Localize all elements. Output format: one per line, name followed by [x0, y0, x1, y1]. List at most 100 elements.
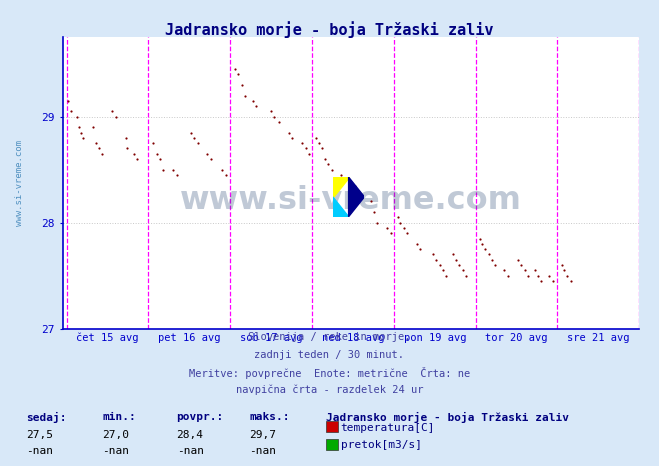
Point	[91, 139, 101, 147]
Point	[217, 166, 227, 173]
Text: maks.:: maks.:	[249, 412, 289, 422]
Text: 27,0: 27,0	[102, 430, 129, 440]
Point	[97, 150, 107, 158]
Point	[548, 277, 559, 285]
Point	[192, 139, 203, 147]
Point	[565, 277, 576, 285]
Point	[438, 267, 448, 274]
Point	[487, 256, 498, 263]
Point	[366, 198, 376, 205]
Text: Meritve: povprečne  Enote: metrične  Črta: ne: Meritve: povprečne Enote: metrične Črta:…	[189, 367, 470, 379]
Point	[301, 145, 311, 152]
Text: -nan: -nan	[177, 446, 204, 456]
Text: Jadransko morje - boja Tržaski zaliv: Jadransko morje - boja Tržaski zaliv	[165, 21, 494, 38]
Point	[75, 129, 86, 137]
Text: povpr.:: povpr.:	[177, 412, 224, 422]
Point	[274, 118, 285, 126]
Point	[186, 129, 196, 137]
Point	[353, 187, 363, 195]
Point	[513, 256, 523, 263]
Point	[94, 145, 105, 152]
Point	[532, 272, 543, 279]
Point	[339, 177, 350, 184]
Text: Slovenija / reke in morje.: Slovenija / reke in morje.	[248, 332, 411, 342]
Point	[287, 134, 298, 142]
Point	[428, 251, 438, 258]
Point	[393, 213, 403, 221]
Text: navpična črta - razdelek 24 ur: navpična črta - razdelek 24 ur	[236, 385, 423, 396]
Point	[544, 272, 554, 279]
Point	[523, 272, 533, 279]
Point	[121, 134, 131, 142]
Text: 28,4: 28,4	[177, 430, 204, 440]
Point	[556, 261, 567, 269]
Point	[320, 155, 330, 163]
Point	[172, 171, 183, 178]
Text: sedaj:: sedaj:	[26, 412, 67, 424]
Point	[240, 92, 250, 99]
Text: pretok[m3/s]: pretok[m3/s]	[341, 440, 422, 451]
Point	[284, 129, 295, 137]
Point	[395, 219, 406, 226]
Point	[323, 161, 333, 168]
Point	[499, 267, 509, 274]
Text: www.si-vreme.com: www.si-vreme.com	[180, 185, 522, 216]
Point	[441, 272, 451, 279]
Text: -nan: -nan	[102, 446, 129, 456]
Text: 29,7: 29,7	[249, 430, 276, 440]
Text: -nan: -nan	[249, 446, 276, 456]
Point	[65, 108, 76, 115]
Point	[484, 251, 494, 258]
Point	[88, 123, 98, 131]
Point	[266, 108, 276, 115]
Point	[269, 113, 279, 120]
Point	[559, 267, 569, 274]
Point	[382, 224, 393, 232]
Text: min.:: min.:	[102, 412, 136, 422]
Point	[206, 155, 216, 163]
Point	[230, 65, 241, 73]
Point	[372, 219, 383, 226]
Point	[155, 155, 165, 163]
Point	[326, 166, 337, 173]
Point	[71, 113, 82, 120]
Point	[503, 272, 513, 279]
Point	[158, 166, 169, 173]
Point	[106, 108, 117, 115]
Point	[480, 246, 491, 253]
Point	[78, 134, 88, 142]
Point	[233, 71, 244, 78]
Point	[454, 261, 465, 269]
Point	[415, 246, 425, 253]
Point	[536, 277, 546, 285]
Point	[202, 150, 213, 158]
Point	[168, 166, 179, 173]
Point	[129, 150, 139, 158]
Point	[434, 261, 445, 269]
Point	[63, 97, 74, 104]
Point	[251, 103, 262, 110]
Polygon shape	[349, 177, 364, 217]
Text: temperatura[C]: temperatura[C]	[341, 423, 435, 433]
Point	[148, 139, 158, 147]
Text: zadnji teden / 30 minut.: zadnji teden / 30 minut.	[254, 350, 405, 359]
Point	[451, 256, 461, 263]
Point	[477, 240, 488, 247]
Point	[248, 97, 258, 104]
Point	[457, 267, 468, 274]
Point	[316, 145, 327, 152]
Point	[431, 256, 442, 263]
Point	[237, 81, 247, 89]
Polygon shape	[333, 197, 349, 217]
Text: Jadransko morje - boja Tržaski zaliv: Jadransko morje - boja Tržaski zaliv	[326, 412, 569, 424]
Point	[516, 261, 527, 269]
Point	[189, 134, 200, 142]
Point	[152, 150, 162, 158]
Point	[519, 267, 530, 274]
Point	[304, 150, 314, 158]
Point	[386, 229, 396, 237]
Point	[562, 272, 573, 279]
Point	[369, 208, 380, 216]
Text: www.si-vreme.com: www.si-vreme.com	[15, 140, 24, 226]
Point	[529, 267, 540, 274]
